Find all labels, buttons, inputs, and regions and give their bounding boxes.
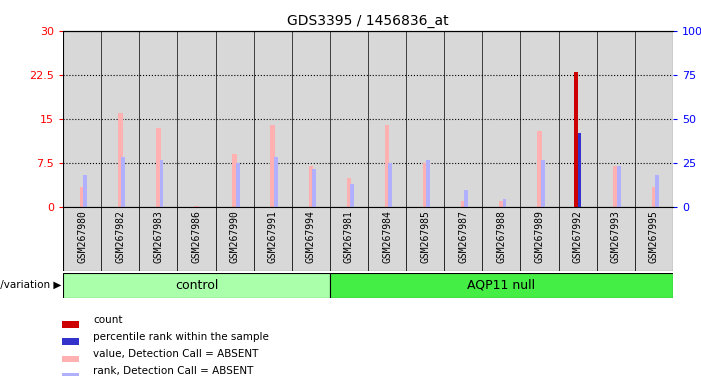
Bar (406, 31, 444, 207)
Bar (655, 175, 659, 207)
Bar (312, 169, 316, 207)
Bar (62, 321, 79, 328)
Bar (63, 207, 101, 271)
Bar (482, 207, 520, 271)
Bar (597, 31, 635, 207)
Bar (465, 190, 468, 207)
Bar (520, 31, 559, 207)
Bar (160, 160, 163, 207)
Text: GSM267987: GSM267987 (458, 210, 468, 263)
Text: genotype/variation ▶: genotype/variation ▶ (0, 280, 62, 290)
Bar (118, 113, 123, 207)
Bar (540, 160, 545, 207)
Bar (559, 31, 597, 207)
Text: GSM267993: GSM267993 (611, 210, 621, 263)
Bar (574, 72, 578, 207)
Text: GSM267983: GSM267983 (154, 210, 163, 263)
Bar (617, 166, 621, 207)
Bar (426, 160, 430, 207)
Bar (80, 187, 84, 207)
Bar (292, 31, 330, 207)
Bar (254, 207, 292, 271)
Bar (368, 207, 406, 271)
Text: percentile rank within the sample: percentile rank within the sample (93, 332, 269, 342)
Bar (347, 178, 351, 207)
Bar (216, 31, 254, 207)
Bar (368, 31, 406, 207)
Text: GSM267995: GSM267995 (649, 210, 659, 263)
Bar (423, 163, 428, 207)
Text: GSM267984: GSM267984 (382, 210, 392, 263)
Bar (576, 134, 580, 207)
Bar (101, 31, 139, 207)
Bar (635, 31, 673, 207)
Bar (597, 207, 635, 271)
Text: GSM267991: GSM267991 (268, 210, 278, 263)
Text: GSM267986: GSM267986 (191, 210, 201, 263)
Text: control: control (175, 279, 218, 291)
Bar (271, 125, 275, 207)
Bar (330, 273, 673, 298)
Bar (63, 31, 101, 207)
Bar (274, 157, 278, 207)
Bar (537, 131, 542, 207)
Bar (520, 207, 559, 271)
Text: GSM267990: GSM267990 (230, 210, 240, 263)
Bar (330, 207, 368, 271)
Bar (216, 207, 254, 271)
Bar (194, 205, 199, 207)
Text: GSM267988: GSM267988 (496, 210, 506, 263)
Text: GSM267980: GSM267980 (77, 210, 87, 263)
Bar (62, 338, 79, 345)
Bar (101, 207, 139, 271)
Bar (177, 31, 216, 207)
Bar (330, 31, 368, 207)
Bar (350, 184, 354, 207)
Bar (308, 166, 313, 207)
Bar (63, 273, 330, 298)
Text: AQP11 null: AQP11 null (468, 279, 536, 291)
Bar (254, 31, 292, 207)
Text: count: count (93, 314, 123, 324)
Text: GSM267985: GSM267985 (420, 210, 430, 263)
Bar (499, 202, 504, 207)
Bar (444, 207, 482, 271)
Bar (292, 207, 330, 271)
Bar (635, 207, 673, 271)
Bar (62, 373, 79, 380)
Text: GSM267982: GSM267982 (115, 210, 125, 263)
Bar (177, 207, 216, 271)
Bar (578, 133, 580, 207)
Text: GSM267994: GSM267994 (306, 210, 316, 263)
Bar (461, 202, 465, 207)
Bar (139, 31, 177, 207)
Bar (385, 125, 389, 207)
Bar (388, 163, 392, 207)
Bar (406, 207, 444, 271)
Text: rank, Detection Call = ABSENT: rank, Detection Call = ABSENT (93, 366, 254, 376)
Bar (503, 199, 506, 207)
Bar (232, 154, 237, 207)
Text: GSM267981: GSM267981 (344, 210, 354, 263)
Bar (62, 356, 79, 362)
Bar (444, 31, 482, 207)
Bar (482, 31, 520, 207)
Text: GSM267992: GSM267992 (573, 210, 583, 263)
Bar (559, 207, 597, 271)
Bar (236, 163, 240, 207)
Bar (613, 166, 618, 207)
Bar (139, 207, 177, 271)
Bar (83, 175, 87, 207)
Text: value, Detection Call = ABSENT: value, Detection Call = ABSENT (93, 349, 259, 359)
Bar (652, 187, 656, 207)
Text: GSM267989: GSM267989 (535, 210, 545, 263)
Bar (121, 157, 125, 207)
Bar (156, 128, 161, 207)
Title: GDS3395 / 1456836_at: GDS3395 / 1456836_at (287, 14, 449, 28)
